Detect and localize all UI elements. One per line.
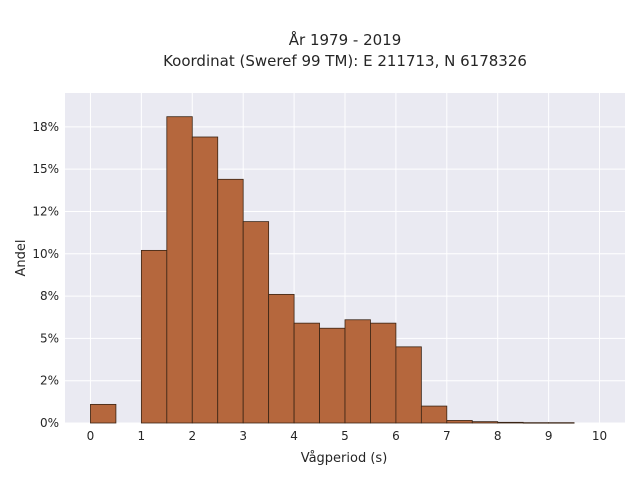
y-axis-label: Andel [14,240,29,277]
x-tick-label: 7 [443,429,451,443]
histogram-bar [344,319,371,424]
histogram-bar [446,420,473,424]
bars [90,116,575,424]
y-tick-label: 2% [40,374,59,388]
x-tick-label: 1 [138,429,146,443]
chart-title: År 1979 - 2019 [289,30,402,49]
x-tick-label: 10 [592,429,607,443]
x-tick-label: 4 [290,429,298,443]
y-tick-label: 5% [40,331,59,345]
y-tick-label: 8% [40,289,59,303]
x-tick-labels: 0 1 2 3 4 5 6 7 8 9 10 [87,429,608,443]
histogram-bar [319,327,346,424]
x-tick-label: 6 [392,429,400,443]
histogram-bar [242,221,270,424]
x-tick-label: 8 [494,429,502,443]
histogram-bar [166,116,193,424]
y-tick-labels: 0% 2% 5% 8% 10% 12% 15% 18% [32,120,59,430]
histogram-bar [548,422,575,424]
x-tick-label: 3 [239,429,247,443]
histogram-bar [217,178,244,424]
histogram-bar [471,421,499,424]
x-tick-label: 5 [341,429,349,443]
y-tick-label: 18% [32,120,59,134]
histogram-bar [140,249,168,424]
x-tick-label: 9 [545,429,553,443]
x-tick-label: 2 [188,429,196,443]
histogram-bar [497,421,524,424]
x-axis-label: Vågperiod (s) [301,451,388,466]
histogram-bar [268,293,295,424]
histogram-bar [522,422,550,424]
chart-subtitle: Koordinat (Sweref 99 TM): E 211713, N 61… [163,52,527,70]
histogram-bar [370,322,397,424]
y-tick-label: 10% [32,247,59,261]
x-tick-label: 0 [87,429,95,443]
histogram-bar [90,403,117,424]
y-tick-label: 12% [32,204,59,218]
histogram-bar [191,136,219,424]
histogram-bar [395,346,422,424]
y-tick-label: 0% [40,416,59,430]
y-tick-label: 15% [32,162,59,176]
histogram-bar [420,405,448,424]
histogram-bar [293,322,320,424]
